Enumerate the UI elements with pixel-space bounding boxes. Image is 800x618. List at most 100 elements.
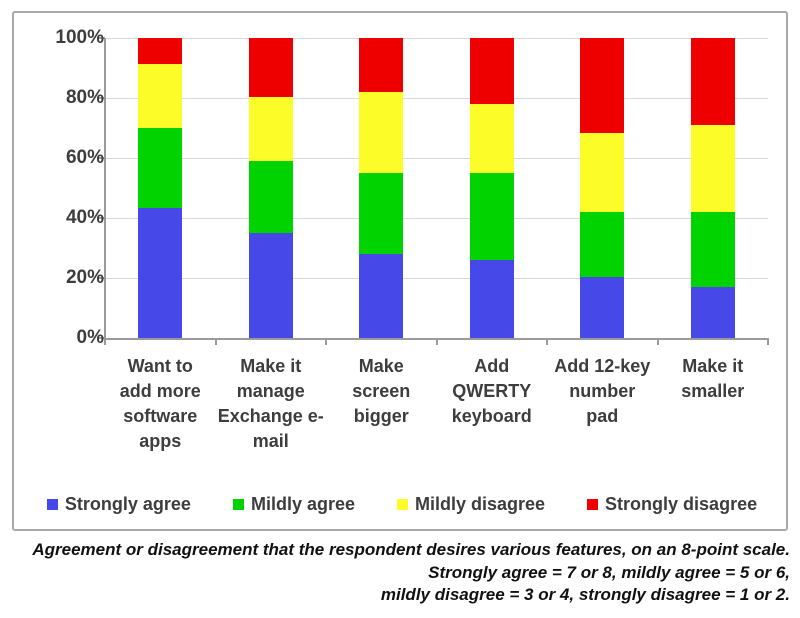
category-label-line: Make it: [240, 356, 302, 376]
x-axis-tick: [214, 339, 217, 345]
legend-item-mildly-disagree: Mildly disagree: [397, 494, 545, 515]
category-label-6: Make it smaller: [658, 354, 768, 404]
category-label-line: screen: [352, 381, 411, 401]
bar-segment-strongly-disagree: [359, 38, 404, 92]
category-label-line: Add: [474, 356, 510, 376]
category-label-2: Make it manage Exchange e-mail: [216, 354, 326, 454]
legend-label: Strongly disagree: [605, 493, 758, 514]
bar-segment-mildly-agree: [690, 212, 735, 287]
legend-swatch-icon: [587, 498, 599, 510]
bar-segment-strongly-agree: [248, 233, 293, 338]
plot-area: [97, 37, 769, 345]
y-tick-label-60%: 60%: [65, 147, 104, 168]
bar-5: [580, 38, 625, 338]
gridline-40%: [105, 218, 768, 219]
y-tick-label-100%: 100%: [55, 27, 104, 48]
chart-frame: 0% 20% 40% 60% 80% 100% Want to add more softwa…: [12, 11, 788, 531]
category-label-1: Want to add more software apps: [105, 354, 215, 454]
x-axis-tick: [767, 339, 769, 345]
y-axis-line: [104, 38, 106, 339]
category-label-line: manage: [236, 381, 305, 401]
bar-segment-strongly-disagree: [138, 38, 183, 64]
y-axis-tick: [97, 217, 105, 219]
legend-label: Mildly agree: [250, 493, 355, 514]
legend-item-strongly-agree: Strongly agree: [46, 493, 191, 515]
caption-line-2: Strongly agree = 7 or 8, mildly agree = …: [428, 562, 790, 582]
bar-1: [138, 38, 183, 338]
caption-line-1: Agreement or disagreement that the respo…: [32, 540, 790, 559]
legend: Strongly agree Mildly agree Mildly disagre…: [16, 491, 788, 517]
bar-segment-mildly-disagree: [248, 96, 293, 161]
gridline-60%: [105, 158, 768, 159]
x-axis-tick: [546, 339, 548, 345]
gridline-100%: [105, 38, 768, 39]
category-label-line: Add 12-key: [554, 356, 651, 376]
bar-segment-strongly-agree: [138, 207, 183, 338]
y-tick-label-80%: 80%: [65, 87, 104, 108]
legend-swatch-icon: [232, 498, 244, 510]
category-label-line: Exchange e-: [217, 406, 324, 426]
bar-3: [359, 38, 404, 338]
bar-segment-mildly-disagree: [138, 63, 183, 128]
legend-swatch-icon: [46, 498, 58, 510]
bar-segment-strongly-disagree: [580, 38, 625, 133]
bar-segment-mildly-agree: [138, 128, 183, 208]
bar-segment-strongly-agree: [580, 276, 625, 338]
bar-segment-strongly-disagree: [469, 38, 514, 104]
y-axis-tick: [97, 97, 105, 99]
figure-caption: Agreement or disagreement that the respo…: [10, 539, 790, 607]
x-axis-category-labels: Want to add more software apps Make it manage…: [105, 354, 768, 474]
x-axis-tick: [656, 339, 659, 345]
y-axis-tick: [97, 337, 105, 339]
bar-segment-mildly-disagree: [690, 125, 735, 212]
category-label-line: Make it: [682, 356, 744, 376]
bar-segment-mildly-agree: [359, 173, 404, 254]
legend-item-mildly-agree: Mildly agree: [232, 493, 355, 515]
bar-segment-mildly-disagree: [469, 104, 514, 173]
category-label-3: Make screen bigger: [326, 354, 436, 429]
bar-segment-mildly-disagree: [359, 92, 404, 173]
x-axis-tick: [435, 339, 438, 345]
y-tick-label-40%: 40%: [65, 207, 104, 228]
category-label-line: add more: [119, 381, 201, 401]
bar-segment-strongly-agree: [469, 260, 514, 338]
bar-segment-mildly-agree: [469, 173, 514, 260]
bar-segment-strongly-disagree: [690, 38, 735, 125]
legend-swatch-icon: [397, 498, 408, 510]
caption-line-3: mildly disagree = 3 or 4, strongly disag…: [380, 585, 790, 604]
category-label-line: number: [569, 381, 636, 401]
y-tick-label-20%: 20%: [65, 267, 104, 288]
bar-6: [690, 38, 735, 338]
gridline-20%: [105, 278, 768, 279]
y-axis-tick: [97, 157, 105, 159]
bar-segment-mildly-agree: [580, 212, 625, 277]
category-label-line: pad: [586, 406, 619, 426]
bar-segment-strongly-agree: [359, 254, 404, 338]
bar-segment-strongly-disagree: [248, 38, 293, 97]
legend-label: Mildly disagree: [415, 493, 546, 514]
category-label-line: QWERTY: [452, 381, 532, 401]
category-label-line: Make: [358, 356, 404, 376]
category-label-line: smaller: [681, 381, 745, 401]
legend-label: Strongly agree: [64, 493, 191, 514]
category-label-line: apps: [139, 431, 182, 451]
bar-segment-mildly-agree: [248, 161, 293, 233]
y-axis-tick: [97, 277, 105, 279]
category-label-line: bigger: [353, 406, 409, 426]
legend-item-strongly-disagree: Strongly disagree: [587, 494, 757, 515]
category-label-line: Want to: [127, 356, 193, 376]
category-label-line: mail: [252, 431, 289, 451]
category-label-line: software: [123, 406, 198, 426]
y-axis-tick: [97, 37, 105, 39]
x-axis-tick: [104, 339, 106, 345]
y-tick-label-0%: 0%: [76, 327, 104, 348]
bar-2: [248, 38, 293, 338]
category-label-line: keyboard: [451, 406, 532, 426]
category-label-5: Add 12-key number pad: [547, 354, 657, 429]
bar-segment-strongly-agree: [690, 287, 735, 338]
bar-4: [469, 38, 514, 338]
gridline-80%: [105, 98, 768, 99]
bar-segment-mildly-disagree: [580, 132, 625, 212]
x-axis-tick: [325, 339, 327, 345]
